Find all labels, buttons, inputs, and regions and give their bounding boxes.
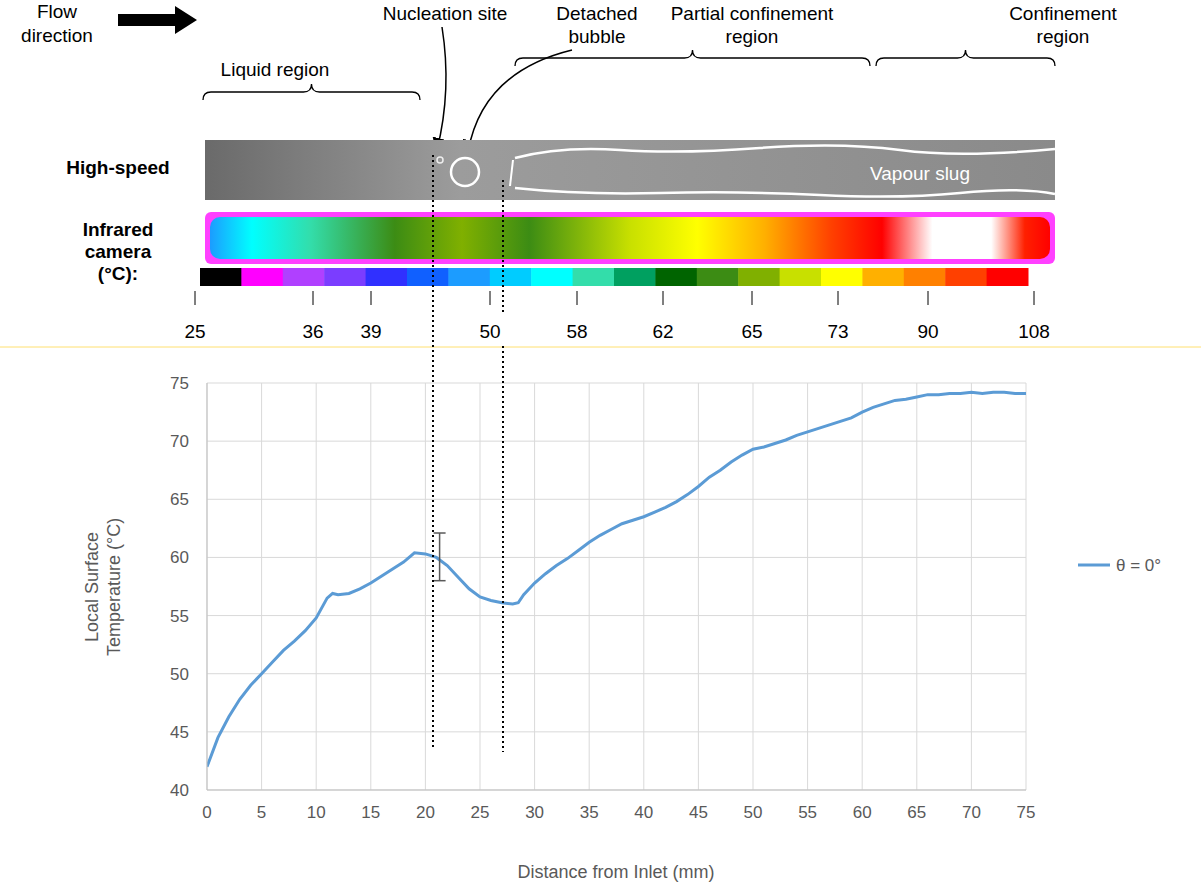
svg-text:10: 10 bbox=[307, 803, 326, 822]
svg-text:90: 90 bbox=[917, 321, 938, 342]
svg-text:Partial confinement: Partial confinement bbox=[671, 3, 834, 24]
svg-text:Vapour slug: Vapour slug bbox=[870, 163, 970, 184]
svg-text:Nucleation site: Nucleation site bbox=[383, 3, 508, 24]
svg-text:5: 5 bbox=[257, 803, 266, 822]
svg-text:Temperature (°C): Temperature (°C) bbox=[104, 518, 124, 656]
svg-text:50: 50 bbox=[479, 321, 500, 342]
svg-text:Detached: Detached bbox=[556, 3, 637, 24]
svg-text:75: 75 bbox=[1017, 803, 1036, 822]
svg-text:Distance from Inlet (mm): Distance from Inlet (mm) bbox=[517, 862, 714, 882]
svg-text:40: 40 bbox=[634, 803, 653, 822]
svg-text:50: 50 bbox=[744, 803, 763, 822]
svg-text:35: 35 bbox=[580, 803, 599, 822]
svg-text:70: 70 bbox=[962, 803, 981, 822]
svg-text:direction: direction bbox=[21, 25, 93, 46]
svg-text:45: 45 bbox=[170, 723, 189, 742]
svg-text:55: 55 bbox=[170, 607, 189, 626]
svg-text:Liquid region: Liquid region bbox=[221, 59, 330, 80]
svg-text:65: 65 bbox=[907, 803, 926, 822]
svg-text:73: 73 bbox=[827, 321, 848, 342]
svg-text:region: region bbox=[1037, 26, 1090, 47]
svg-text:(°C):: (°C): bbox=[98, 263, 138, 284]
svg-text:70: 70 bbox=[170, 432, 189, 451]
svg-text:75: 75 bbox=[170, 374, 189, 393]
svg-text:θ = 0°: θ = 0° bbox=[1116, 556, 1161, 575]
svg-text:36: 36 bbox=[302, 321, 323, 342]
svg-text:0: 0 bbox=[202, 803, 211, 822]
svg-text:55: 55 bbox=[798, 803, 817, 822]
svg-text:50: 50 bbox=[170, 665, 189, 684]
svg-text:60: 60 bbox=[853, 803, 872, 822]
svg-text:bubble: bubble bbox=[568, 26, 625, 47]
svg-text:40: 40 bbox=[170, 781, 189, 800]
svg-text:Confinement: Confinement bbox=[1009, 3, 1117, 24]
svg-text:25: 25 bbox=[471, 803, 490, 822]
svg-text:camera: camera bbox=[85, 241, 152, 262]
svg-text:region: region bbox=[726, 26, 779, 47]
svg-text:62: 62 bbox=[652, 321, 673, 342]
svg-text:15: 15 bbox=[361, 803, 380, 822]
svg-text:25: 25 bbox=[184, 321, 205, 342]
svg-text:60: 60 bbox=[170, 548, 189, 567]
svg-text:30: 30 bbox=[525, 803, 544, 822]
svg-text:High-speed: High-speed bbox=[66, 157, 169, 178]
svg-text:108: 108 bbox=[1018, 321, 1050, 342]
svg-text:65: 65 bbox=[741, 321, 762, 342]
svg-text:58: 58 bbox=[566, 321, 587, 342]
svg-text:Infrared: Infrared bbox=[83, 219, 154, 240]
svg-text:Flow: Flow bbox=[37, 1, 77, 22]
svg-text:Local Surface: Local Surface bbox=[82, 532, 102, 642]
svg-text:20: 20 bbox=[416, 803, 435, 822]
svg-text:45: 45 bbox=[689, 803, 708, 822]
svg-text:39: 39 bbox=[360, 321, 381, 342]
svg-text:65: 65 bbox=[170, 490, 189, 509]
